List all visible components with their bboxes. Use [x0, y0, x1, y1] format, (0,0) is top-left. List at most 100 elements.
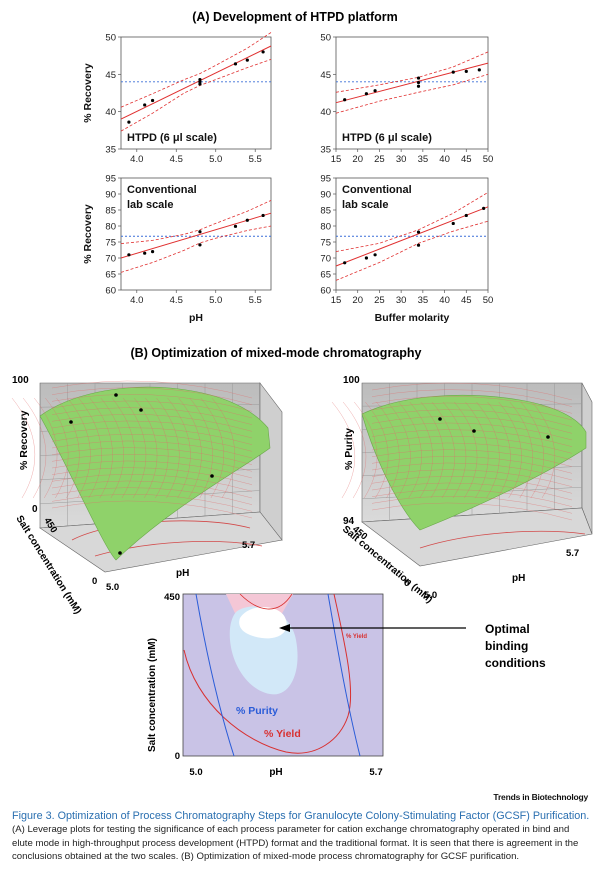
data-point: [198, 77, 202, 82]
mesh-line: [51, 434, 253, 452]
overlay-contour-plot: % Purity % Yield % Yield 450 0 Salt conc…: [147, 592, 384, 778]
data-point: [451, 221, 455, 226]
x-tick-label: 4.0: [130, 154, 143, 165]
mesh-line: [111, 397, 135, 499]
x-tick-label: 15: [331, 295, 342, 306]
x-axis-label: pH: [269, 767, 282, 778]
data-point: [416, 80, 421, 85]
data-point: [127, 120, 131, 124]
mesh-line: [371, 436, 573, 454]
x-tick-label: 30: [396, 295, 407, 306]
y-tick-label: 45: [320, 70, 331, 81]
x-tick-label: 40: [439, 154, 450, 165]
ph-axis-label: pH: [512, 573, 525, 584]
y-tick-label: 50: [320, 33, 331, 44]
y-tick-label: 65: [320, 270, 331, 281]
data-point: [245, 218, 249, 222]
x-axis-label: pH: [189, 312, 203, 324]
data-point: [143, 103, 147, 107]
x-tick-label: 35: [418, 154, 429, 165]
z-axis-bottom: 94: [343, 516, 355, 527]
y-tick-label: 85: [320, 206, 331, 217]
design-point: [118, 551, 122, 555]
floor-contour: [419, 530, 586, 549]
mesh-line: [51, 380, 253, 399]
mesh-line: [371, 402, 573, 421]
plot-frame: [335, 36, 489, 150]
data-point: [143, 251, 147, 255]
mesh-line: [487, 401, 511, 499]
data-point: [416, 76, 421, 80]
mesh-line: [476, 401, 500, 499]
confidence-upper: [335, 192, 489, 252]
salt-axis-bottom: 0: [404, 578, 409, 589]
y-tick-label: 90: [320, 190, 331, 201]
caption-body: (A) Leverage plots for testing the signi…: [12, 824, 579, 862]
mesh-line: [371, 442, 573, 461]
mesh-line: [371, 416, 573, 434]
data-point: [416, 243, 421, 247]
mesh-line: [509, 401, 533, 499]
mesh-line: [371, 489, 573, 507]
mesh-line: [465, 401, 489, 499]
x-tick-label: 40: [439, 295, 450, 306]
callout-text: Optimal binding conditions: [485, 622, 546, 670]
data-point: [261, 50, 265, 54]
y-tick-label: 70: [320, 254, 331, 265]
plot-frame: [120, 177, 272, 291]
y-tick-label: 95: [105, 174, 116, 185]
confidence-upper: [120, 200, 272, 244]
data-point: [198, 82, 202, 86]
y-tick-label: 70: [105, 254, 116, 265]
optimal-window: [239, 606, 287, 639]
y-tick-label: 50: [105, 33, 116, 44]
data-point: [373, 253, 377, 257]
fit-line: [335, 206, 489, 267]
mesh-line: [51, 487, 253, 505]
mesh-line: [371, 496, 573, 514]
mesh-line: [398, 401, 422, 499]
x-axis-label: Buffer molarity: [375, 312, 450, 324]
mesh-line: [51, 387, 253, 405]
x-tick-label: 50: [483, 154, 494, 165]
leverage-plot-lab-ph: 4.0 4.5 5.0 5.5 60 65 70 75 80 85 90 95 Conventional…: [82, 174, 272, 324]
y-tick-label: 85: [105, 206, 116, 217]
data-point: [464, 69, 468, 73]
mesh-line: [51, 440, 253, 459]
mesh-line: [189, 397, 213, 499]
mesh-line: [371, 422, 573, 441]
mesh-line: [51, 414, 253, 432]
confidence-lower: [335, 73, 489, 114]
surface-mesh: [331, 382, 573, 521]
data-point: [343, 261, 347, 265]
x-tick-label: 4.5: [170, 295, 183, 306]
mesh-line: [51, 460, 253, 479]
z-axis-label: % Recovery: [18, 410, 30, 470]
y-tick-label: 35: [320, 145, 331, 156]
mesh-line: [371, 462, 573, 481]
callout-line-2: binding: [485, 639, 528, 653]
mesh-line: [51, 467, 253, 485]
mesh-line: [51, 400, 253, 419]
callout-arrowhead: [279, 624, 290, 632]
surface-mesh: [11, 380, 253, 519]
confidence-upper: [120, 32, 272, 108]
data-point: [343, 98, 347, 102]
y-tick-label: 75: [320, 238, 331, 249]
confidence-upper: [335, 51, 489, 93]
data-point: [150, 250, 155, 254]
mesh-line: [145, 397, 169, 499]
z-axis-bottom: 0: [32, 504, 38, 515]
z-axis-label: % Purity: [343, 428, 355, 470]
fit-line: [120, 45, 272, 120]
mesh-line: [67, 397, 91, 499]
y-tick-label: 80: [105, 222, 116, 233]
salt-axis-bottom: 0: [92, 576, 97, 587]
mesh-line: [51, 480, 253, 499]
design-point: [69, 420, 73, 424]
y-tick-label: 40: [105, 107, 116, 118]
data-point: [482, 206, 486, 210]
x-tick-label: 20: [352, 295, 363, 306]
mesh-line: [420, 401, 444, 499]
mesh-line: [520, 401, 544, 499]
